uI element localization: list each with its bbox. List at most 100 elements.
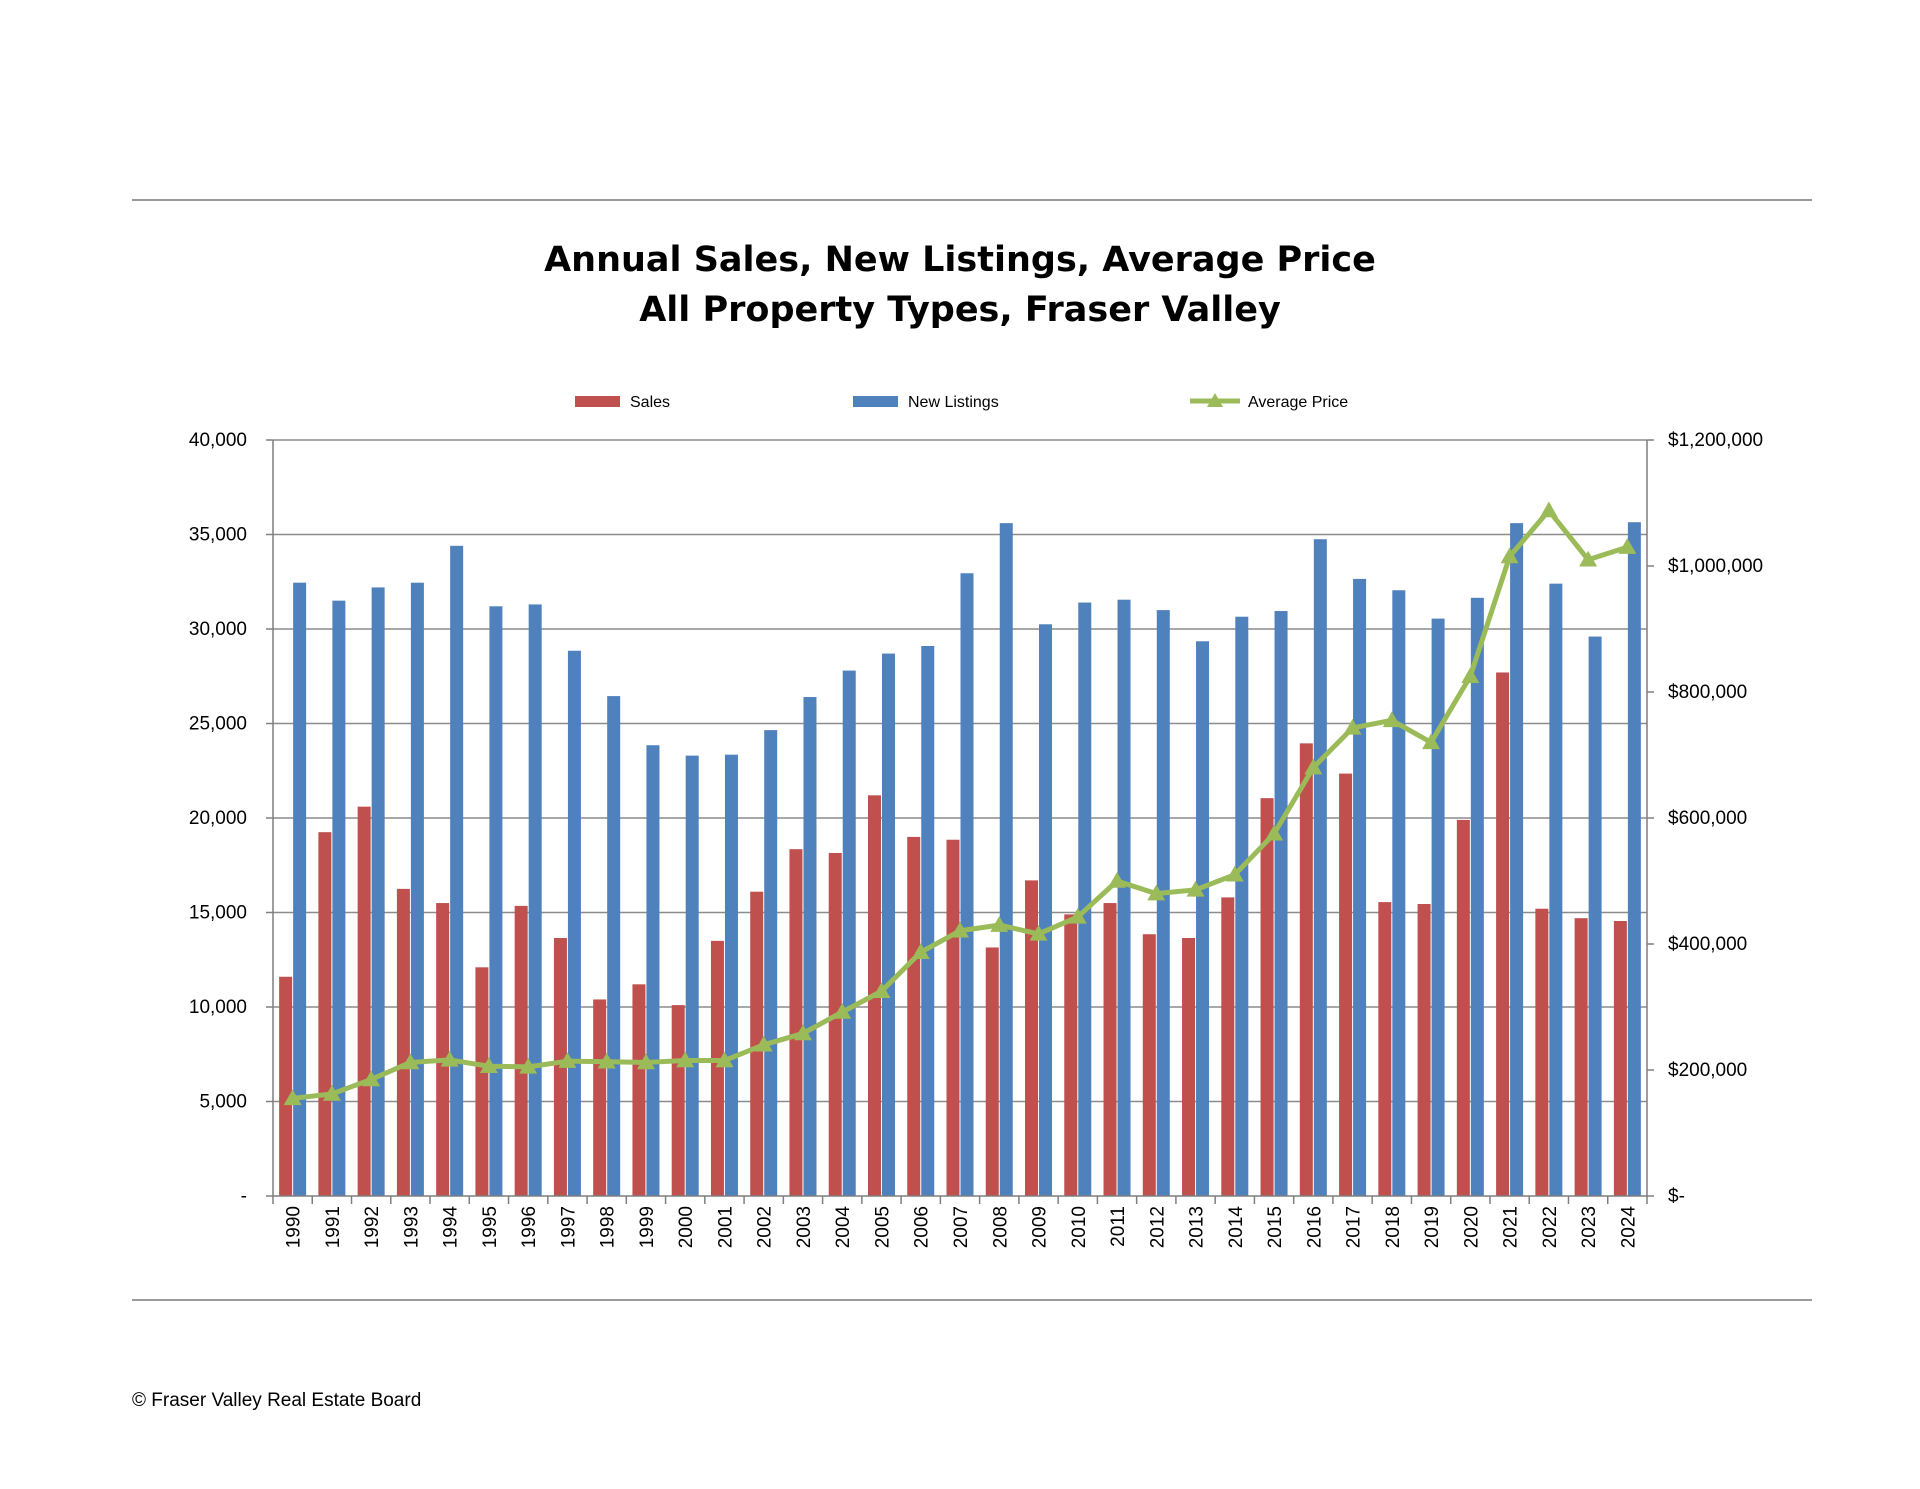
right-axis-tick-label: $1,000,000 [1668, 556, 1763, 577]
sales-bar [671, 1005, 685, 1196]
new-listings-bar [999, 523, 1013, 1196]
new-listings-bar [921, 646, 935, 1196]
average-price-point [519, 1057, 538, 1074]
sales-bar [1535, 908, 1549, 1196]
sales-bar [1182, 938, 1196, 1196]
sales-bar [1025, 880, 1039, 1196]
new-listings-bar [881, 653, 895, 1196]
new-listings-bar [764, 730, 778, 1196]
new-listings-bar [371, 587, 385, 1196]
new-listings-bar [724, 754, 738, 1196]
new-listings-bar [1431, 618, 1445, 1196]
new-listings-bar [332, 600, 346, 1196]
average-price-point [597, 1052, 616, 1069]
left-axis-tick-label: 5,000 [199, 1092, 247, 1113]
new-listings-bar [450, 545, 464, 1196]
new-listings-bar [842, 670, 856, 1196]
sales-bar [1103, 903, 1117, 1196]
x-axis-tick-label: 2001 [715, 1206, 736, 1248]
sales-bar [475, 967, 489, 1196]
legend-label-average-price: Average Price [1248, 394, 1348, 411]
tick-labels: - 5,000 10,000 15,000 20,000 25,000 30,000 35,0… [189, 430, 1763, 1248]
sales-bar [436, 903, 450, 1196]
legend: Sales New Listings Average Price [575, 393, 1348, 411]
sales-bar [907, 836, 921, 1196]
new-listings-bar [1549, 583, 1563, 1196]
average-price-point [479, 1057, 498, 1073]
average-price-point [911, 943, 930, 959]
average-price-point [1225, 865, 1244, 882]
x-axis-tick-label: 2010 [1069, 1206, 1090, 1248]
new-listings-bar [293, 582, 307, 1196]
average-price-point [1343, 718, 1362, 735]
average-price-point [1539, 501, 1558, 518]
x-axis-tick-label: 2002 [755, 1206, 776, 1248]
x-axis-tick-label: 1996 [519, 1206, 540, 1248]
x-axis-tick-label: 2015 [1265, 1206, 1286, 1248]
new-listings-bar [1196, 641, 1210, 1196]
left-axis-tick-label: 10,000 [189, 997, 247, 1018]
sales-bar [318, 832, 332, 1196]
new-listings-bar [1039, 624, 1053, 1196]
x-axis-tick-label: 1990 [284, 1206, 305, 1248]
x-axis-tick-label: 2012 [1147, 1206, 1168, 1248]
new-listings-bar [528, 604, 542, 1196]
new-listings-bar [1510, 523, 1524, 1196]
left-axis-tick-label: 25,000 [189, 714, 247, 735]
average-price-point [1147, 884, 1166, 901]
average-price-point [1068, 907, 1087, 924]
new-listings-bar [489, 606, 503, 1196]
x-axis-tick-label: 2000 [676, 1206, 697, 1248]
new-listings-bar [1470, 597, 1484, 1196]
average-price-point [283, 1089, 302, 1106]
average-price-point [1618, 538, 1637, 554]
x-axis-tick-label: 2022 [1540, 1206, 1561, 1248]
new-listings-bar [1117, 599, 1131, 1196]
sales-bar [593, 999, 607, 1196]
average-price-point [990, 916, 1009, 932]
sales-bar [1260, 798, 1274, 1196]
x-axis-tick-label: 1997 [558, 1206, 579, 1248]
x-axis-tick-label: 2011 [1108, 1206, 1129, 1247]
right-axis-tick-label: $1,200,000 [1668, 430, 1763, 451]
sales-bar [357, 806, 371, 1196]
legend-swatch-sales [575, 396, 620, 407]
new-listings-bar [803, 697, 817, 1196]
average-price-point [833, 1003, 852, 1019]
average-price-point [1304, 758, 1323, 775]
x-axis-tick-label: 1992 [362, 1206, 383, 1248]
x-axis-tick-label: 1993 [401, 1206, 422, 1248]
average-price-point [872, 982, 891, 998]
average-price-point [1265, 824, 1284, 841]
legend-marker-average-price [1207, 393, 1223, 407]
new-listings-bar [1353, 578, 1367, 1196]
average-price-point [558, 1052, 577, 1068]
sales-bar [1574, 918, 1588, 1196]
x-axis-tick-label: 2009 [1030, 1206, 1051, 1248]
average-price-point [440, 1050, 459, 1067]
new-listings-bar [646, 745, 660, 1196]
x-axis-tick-label: 2007 [951, 1206, 972, 1248]
legend-swatch-new-listings [853, 396, 898, 407]
average-price-point [715, 1051, 734, 1068]
x-axis-tick-label: 2013 [1187, 1206, 1208, 1248]
left-axis-tick-label: 40,000 [189, 430, 247, 451]
average-price-point [951, 921, 969, 938]
left-axis-tick-label: 15,000 [189, 903, 247, 924]
sales-bar [279, 976, 293, 1196]
x-axis-tick-label: 2021 [1501, 1206, 1522, 1248]
right-axis-tick-label: $400,000 [1668, 934, 1747, 955]
x-axis-tick-label: 2016 [1304, 1206, 1325, 1248]
x-axis-tick-label: 1995 [480, 1206, 501, 1248]
x-axis-tick-label: 1994 [441, 1206, 462, 1249]
x-axis-tick-label: 2014 [1226, 1206, 1247, 1249]
sales-bar [750, 891, 764, 1196]
average-price-point [401, 1053, 420, 1070]
new-listings-bar [607, 696, 621, 1196]
average-price-point [1029, 924, 1048, 941]
average-price-point [322, 1084, 341, 1101]
right-axis-tick-label: $- [1668, 1186, 1685, 1207]
average-price-point [362, 1070, 381, 1087]
average-price-point [1186, 880, 1205, 897]
